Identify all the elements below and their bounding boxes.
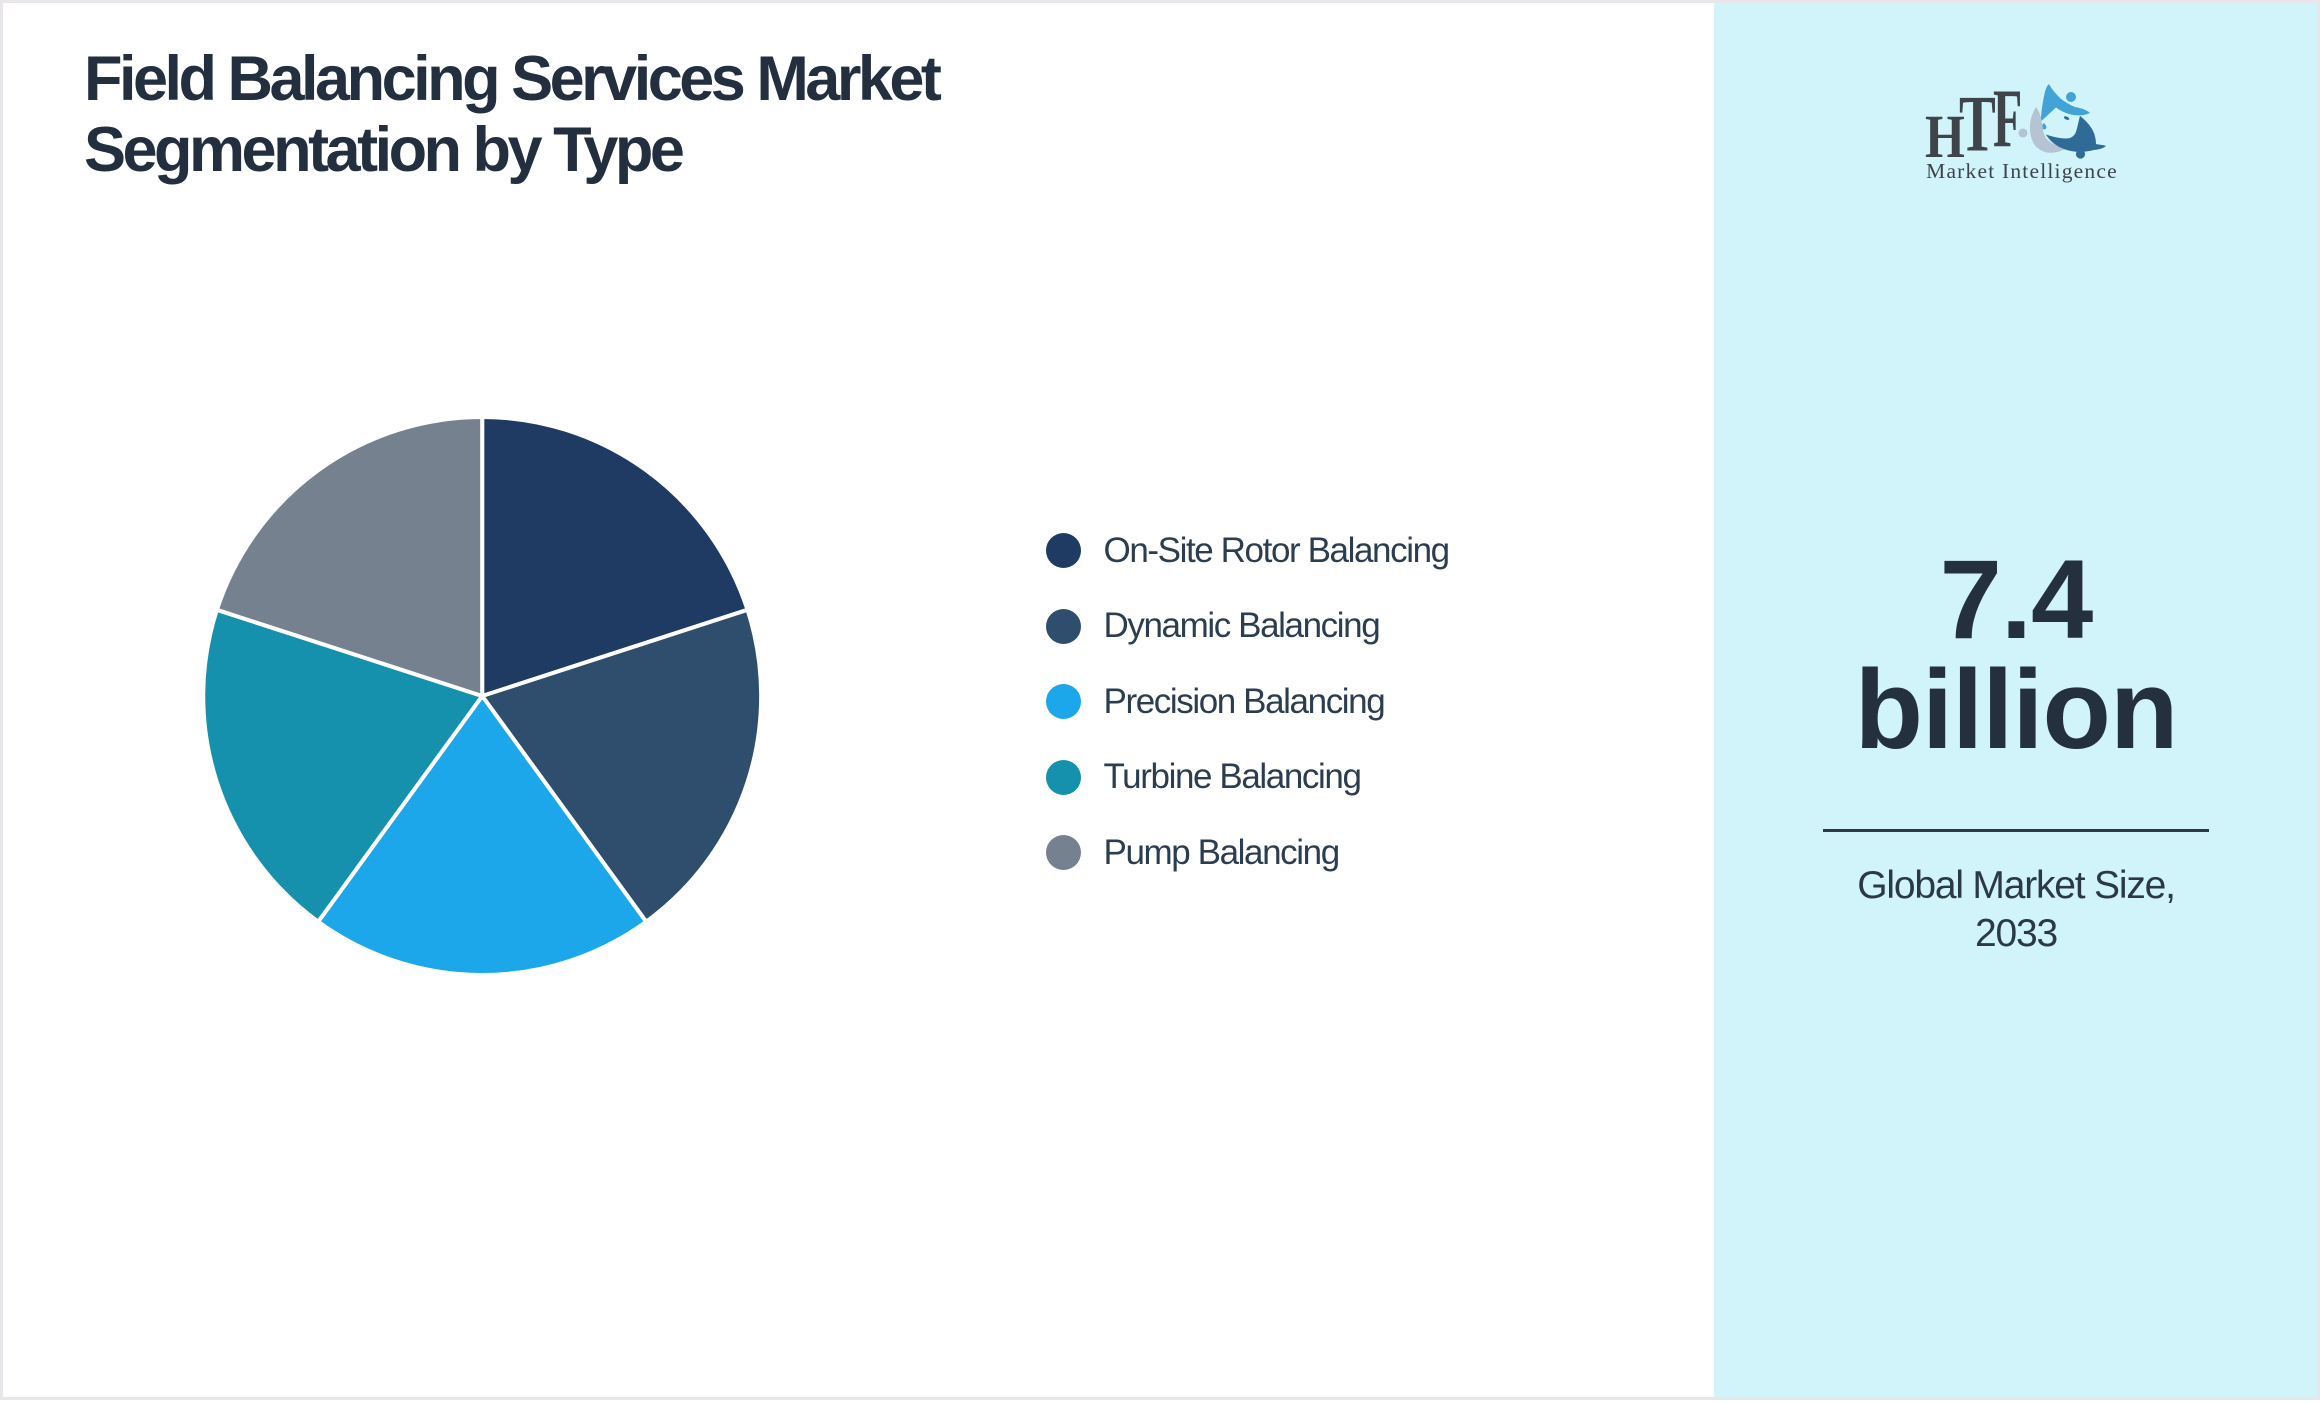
svg-text:H: H	[1925, 104, 1965, 171]
svg-text:Market Intelligence: Market Intelligence	[1926, 159, 2118, 183]
svg-text:F: F	[1993, 72, 2022, 165]
svg-text:T: T	[1959, 79, 1996, 167]
